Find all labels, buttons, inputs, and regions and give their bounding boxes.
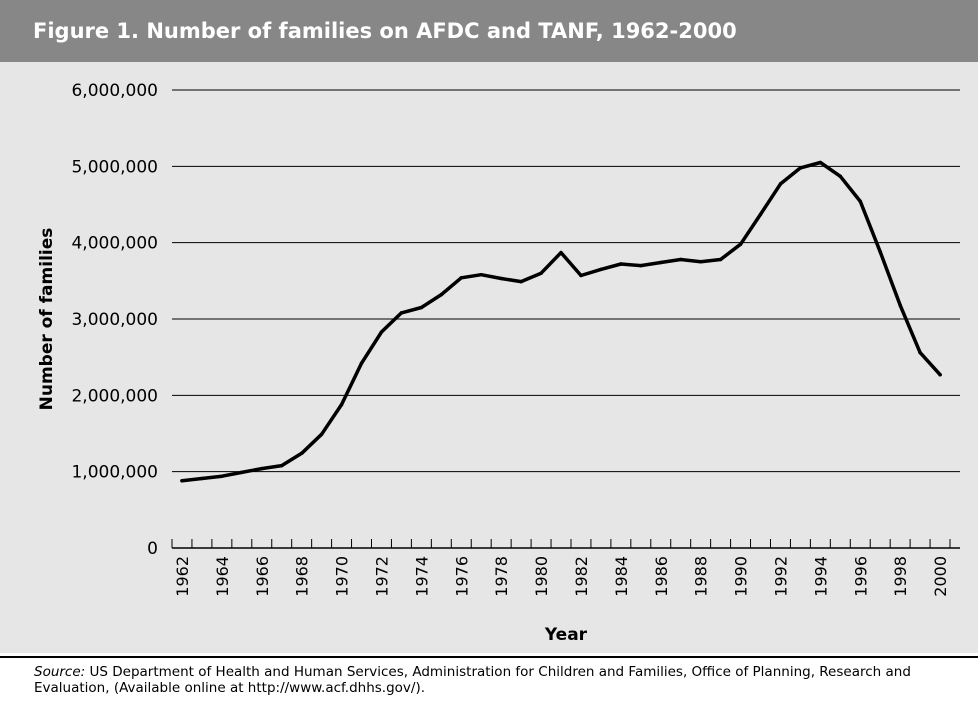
data-point	[319, 432, 324, 437]
x-tick-label: 1998	[891, 556, 910, 597]
data-point	[678, 257, 683, 262]
x-tick-label: 1962	[173, 556, 192, 597]
data-point	[220, 474, 224, 478]
x-tick-label: 1992	[771, 556, 790, 597]
gridlines	[172, 89, 960, 473]
data-point	[619, 262, 623, 266]
figure-title: Figure 1. Number of families on AFDC and…	[0, 0, 978, 62]
data-point	[279, 463, 284, 468]
data-point	[559, 250, 563, 255]
data-point	[519, 279, 523, 284]
x-tick-label: 1996	[851, 556, 870, 597]
y-tick-label: 5,000,000	[71, 157, 158, 177]
data-point	[419, 305, 424, 310]
data-point	[579, 273, 583, 278]
x-tick-label: 1982	[572, 556, 591, 597]
data-point	[399, 311, 404, 315]
data-point	[359, 361, 364, 366]
data-point	[539, 271, 543, 275]
x-tick-label: 1974	[412, 556, 431, 597]
data-point	[698, 260, 703, 264]
y-axis-title: Number of families	[37, 228, 57, 411]
data-point	[878, 250, 882, 254]
x-tick-label: 1976	[452, 556, 471, 597]
data-point	[599, 267, 603, 272]
data-point	[918, 350, 922, 355]
x-tick-label: 1966	[253, 556, 272, 597]
x-axis-ticks	[171, 539, 951, 548]
data-point	[459, 276, 464, 280]
x-tick-label: 1990	[732, 556, 751, 597]
data-point	[299, 451, 304, 456]
data-point	[260, 466, 264, 471]
data-point	[718, 257, 723, 262]
series-line	[180, 160, 942, 483]
data-point	[339, 402, 344, 407]
x-axis-title: Year	[544, 625, 588, 645]
data-points	[180, 160, 942, 483]
data-point	[858, 199, 863, 204]
y-tick-label: 2,000,000	[71, 386, 158, 406]
data-point	[479, 272, 483, 277]
data-point	[818, 160, 823, 165]
data-point	[898, 303, 902, 308]
data-point	[240, 470, 244, 475]
footer-rule	[0, 656, 978, 658]
data-point	[659, 260, 663, 265]
y-tick-label: 0	[147, 539, 158, 559]
y-tick-label: 1,000,000	[71, 463, 158, 483]
data-point	[838, 174, 843, 179]
data-point	[798, 166, 803, 170]
data-point	[379, 330, 384, 334]
y-axis-tick-labels: 0 1,000,000 2,000,000 3,000,000 4,000,000 5,0…	[71, 81, 158, 559]
y-tick-label: 6,000,000	[71, 81, 158, 101]
source-note: Source: US Department of Health and Huma…	[34, 664, 969, 696]
x-tick-label: 1968	[293, 556, 312, 597]
x-tick-label: 2000	[931, 556, 950, 597]
x-tick-label: 1978	[492, 556, 511, 597]
data-point	[180, 479, 184, 483]
data-point	[938, 372, 942, 377]
data-point	[439, 292, 444, 297]
data-point	[639, 263, 643, 268]
source-text: US Department of Health and Human Servic…	[34, 664, 911, 696]
data-point	[738, 242, 743, 246]
data-point	[758, 212, 763, 217]
y-tick-label: 3,000,000	[71, 310, 158, 330]
data-point	[200, 476, 204, 481]
x-tick-label: 1964	[213, 556, 232, 597]
data-point	[778, 182, 783, 186]
x-tick-label: 1984	[612, 556, 631, 597]
x-tick-label: 1988	[692, 556, 711, 597]
x-axis-tick-labels: 1962 1964 1966 1968 1970 1972 1974 1976 1978 1980…	[173, 556, 950, 597]
y-tick-label: 4,000,000	[71, 234, 158, 254]
plot-panel	[0, 62, 978, 653]
source-label: Source:	[34, 664, 86, 680]
x-tick-label: 1986	[652, 556, 671, 597]
x-tick-label: 1972	[372, 556, 391, 597]
data-point	[499, 276, 503, 281]
x-tick-label: 1980	[532, 556, 551, 597]
x-tick-label: 1994	[811, 556, 830, 597]
x-tick-label: 1970	[333, 556, 352, 597]
line-chart: 0 1,000,000 2,000,000 3,000,000 4,000,000 5,0…	[37, 81, 960, 645]
